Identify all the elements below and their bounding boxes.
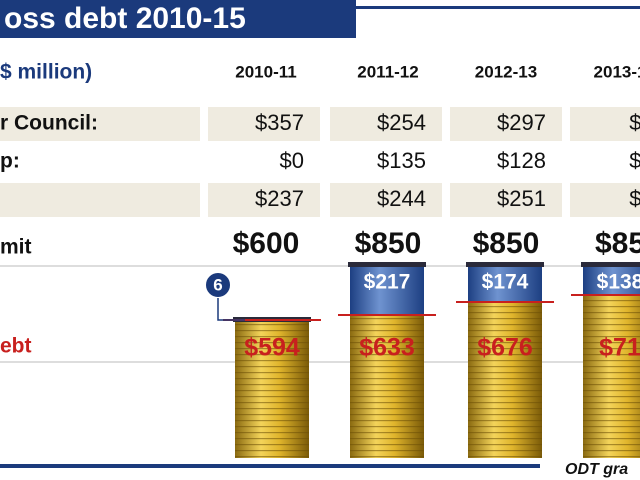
headroom-value: $217 (364, 271, 411, 294)
limit-value: $850 (355, 227, 422, 260)
subtitle: $ million) (0, 61, 92, 84)
top-rule (356, 6, 640, 9)
row-label: mit (0, 236, 32, 259)
headroom-stack (583, 265, 640, 295)
cell-shade (208, 107, 320, 141)
cell: $128 (497, 148, 546, 173)
cell: $12 (629, 148, 640, 173)
debt-value: $594 (244, 334, 300, 362)
badge: 6 (213, 275, 222, 294)
cell: $244 (377, 186, 426, 211)
headroom-value: $174 (482, 271, 529, 294)
cell: $27 (629, 186, 640, 211)
limit-value: $600 (233, 227, 300, 260)
stack-stripes (350, 315, 424, 458)
row-label: ebt (0, 335, 32, 358)
limit-value: $850 (473, 227, 540, 260)
headroom-stack (350, 265, 424, 315)
cell-shade (570, 107, 640, 141)
cell: $357 (255, 110, 304, 135)
column-header: 2011-12 (357, 62, 418, 81)
cell-shade (570, 183, 640, 217)
stack-stripes (583, 295, 640, 458)
debt-value: $71 (599, 334, 640, 362)
debt-value: $633 (359, 334, 415, 362)
footer: ODT gra (565, 461, 628, 478)
stack-cap (466, 262, 544, 267)
cell: $251 (497, 186, 546, 211)
stack-stripes (235, 320, 309, 458)
cell: $135 (377, 148, 426, 173)
limit-value: $85 (595, 227, 640, 260)
bottom-rule (0, 464, 540, 468)
cell: $0 (280, 148, 304, 173)
row-shade (0, 107, 200, 141)
cell-shade (330, 183, 442, 217)
headroom-stack (468, 265, 542, 302)
stack-cap (581, 262, 640, 267)
cell-shade (208, 183, 320, 217)
cell-shade (450, 183, 562, 217)
cell: $31 (629, 110, 640, 135)
cell-shade (450, 107, 562, 141)
headroom-value: $138 (597, 271, 640, 294)
cell: $237 (255, 186, 304, 211)
row-shade (0, 183, 200, 217)
column-header: 2010-11 (235, 62, 296, 81)
debt-value: $676 (477, 334, 533, 362)
column-header: 2012-13 (475, 62, 537, 81)
column-header: 2013-1 (594, 62, 640, 81)
cell: $297 (497, 110, 546, 135)
row-label: p: (0, 150, 20, 173)
title-bar (0, 0, 356, 38)
badge-leader (217, 298, 245, 321)
cell-shade (330, 107, 442, 141)
title: oss debt 2010-15 (4, 2, 246, 35)
stack-cap (348, 262, 426, 267)
row-label: r Council: (0, 112, 98, 135)
cell: $254 (377, 110, 426, 135)
stack-stripes (468, 302, 542, 458)
